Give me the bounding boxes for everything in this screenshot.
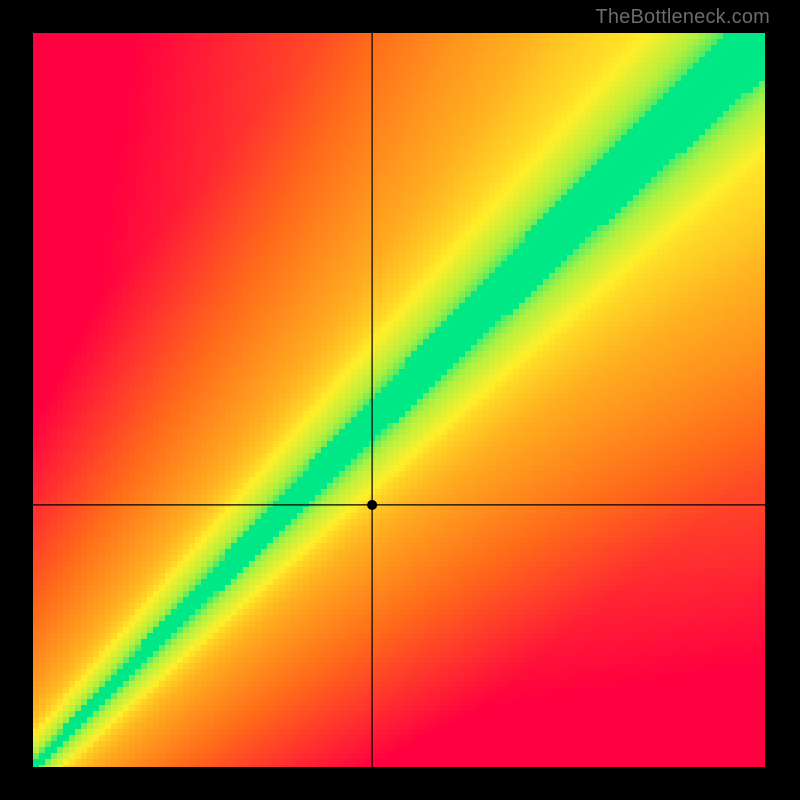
chart-container: TheBottleneck.com (0, 0, 800, 800)
heatmap-canvas (33, 33, 767, 767)
watermark-text: TheBottleneck.com (595, 6, 770, 29)
heatmap-plot (33, 33, 767, 767)
